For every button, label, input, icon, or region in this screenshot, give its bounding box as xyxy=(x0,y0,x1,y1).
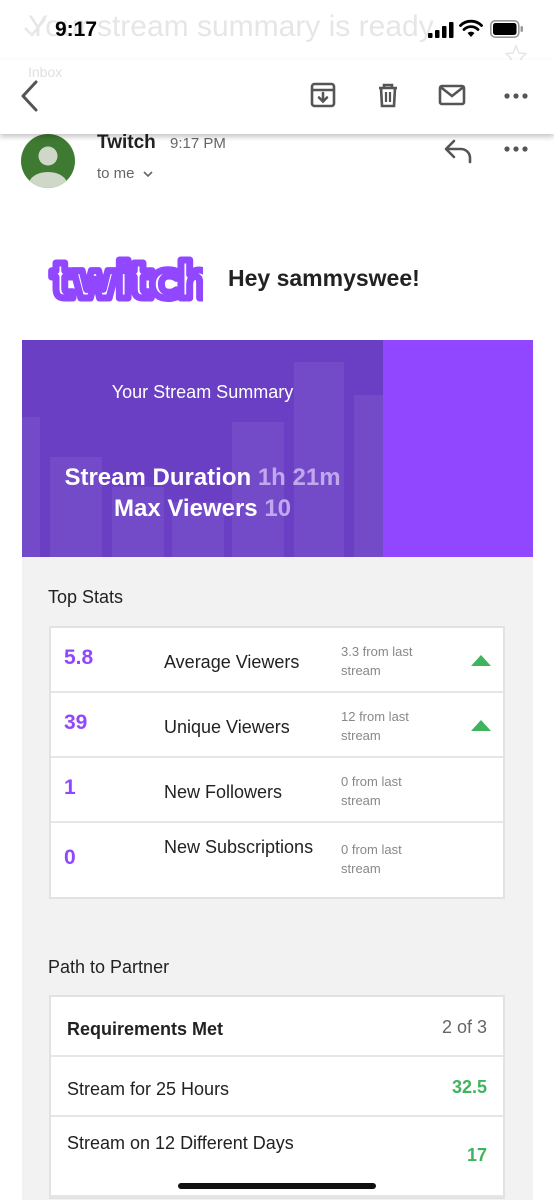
stat-value: 1 xyxy=(64,776,76,799)
stat-label: Average Viewers xyxy=(164,652,300,672)
reply-icon[interactable] xyxy=(443,138,473,164)
stat-row: 0 New Subscriptions 0 from last stream xyxy=(51,823,503,897)
hero-panel: Your Stream Summary Stream Duration 1h 2… xyxy=(22,340,383,557)
stat-label: New Followers xyxy=(164,782,283,802)
decor-bar xyxy=(232,422,284,557)
requirements-header-row: Requirements Met 2 of 3 xyxy=(51,997,503,1057)
stat-delta: 12 from last stream xyxy=(341,709,409,743)
trend-up-icon xyxy=(471,655,491,666)
twitch-logo: twitch xyxy=(48,252,204,308)
requirement-label: Stream for 25 Hours xyxy=(67,1079,230,1099)
stream-summary-banner: Your Stream Summary Stream Duration 1h 2… xyxy=(22,340,533,557)
chevron-down-icon xyxy=(143,171,153,178)
home-indicator[interactable] xyxy=(178,1183,376,1189)
partner-requirements-table: Requirements Met 2 of 3 Stream for 25 Ho… xyxy=(49,995,505,1199)
recipient-label: to me xyxy=(97,165,135,182)
requirement-value: 17 xyxy=(466,1145,487,1165)
requirements-count: 2 of 3 xyxy=(441,1017,487,1037)
stat-delta: 0 from last stream xyxy=(341,842,402,876)
stat-delta: 3.3 from last stream xyxy=(341,644,413,678)
battery-icon xyxy=(490,20,523,38)
logo-text: twitch xyxy=(51,252,203,308)
recipient-toggle[interactable]: to me xyxy=(97,165,154,182)
mail-icon[interactable] xyxy=(437,80,467,110)
decor-bar xyxy=(50,457,102,557)
top-stats-title: Top Stats xyxy=(48,587,124,607)
summary-title: Your Stream Summary xyxy=(111,382,294,402)
stat-label: New Subscriptions xyxy=(164,837,314,857)
top-stats-table: 5.8 Average Viewers 3.3 from last stream… xyxy=(49,626,505,899)
status-bar: Your stream summary is ready 9:17 xyxy=(0,0,554,68)
back-icon[interactable] xyxy=(16,78,44,114)
stream-duration: Stream Duration 1h 21m xyxy=(22,464,383,492)
archive-icon[interactable] xyxy=(308,80,338,110)
avatar[interactable] xyxy=(21,134,75,188)
path-to-partner-title: Path to Partner xyxy=(48,957,170,977)
cellular-signal-icon xyxy=(428,22,454,38)
stat-row: 5.8 Average Viewers 3.3 from last stream xyxy=(51,628,503,693)
decor-bar xyxy=(354,395,383,557)
decor-bar xyxy=(172,502,224,557)
requirement-row: Stream on 12 Different Days 17 xyxy=(51,1117,503,1197)
trend-up-icon xyxy=(471,720,491,731)
wifi-icon xyxy=(459,19,483,37)
viewers-value: 10 xyxy=(264,495,292,522)
sender-name: Twitch xyxy=(97,132,156,153)
requirements-label: Requirements Met xyxy=(67,1019,224,1039)
decor-bar xyxy=(22,417,40,557)
stat-delta: 0 from last stream xyxy=(341,774,402,808)
stat-row: 39 Unique Viewers 12 from last stream xyxy=(51,693,503,758)
decor-bar xyxy=(112,487,164,557)
decor-bar xyxy=(294,362,344,557)
stat-value: 5.8 xyxy=(64,646,94,669)
greeting: Hey sammyswee! xyxy=(228,265,420,291)
ghost-subject: Your stream summary is ready xyxy=(28,10,434,43)
duration-value: 1h 21m xyxy=(257,464,341,491)
max-viewers: Max Viewers 10 xyxy=(22,495,383,523)
more-options-icon[interactable] xyxy=(503,144,529,154)
requirement-row: Stream for 25 Hours 32.5 xyxy=(51,1057,503,1117)
avatar-person-icon xyxy=(29,146,67,188)
clock: 9:17 xyxy=(55,18,98,41)
requirement-value: 32.5 xyxy=(451,1077,487,1097)
viewers-label: Max Viewers xyxy=(113,495,258,522)
ghost-checkmark-icon xyxy=(24,18,46,37)
stat-row: 1 New Followers 0 from last stream xyxy=(51,758,503,823)
ghost-inbox-label: Inbox xyxy=(28,64,63,80)
stat-label: Unique Viewers xyxy=(164,717,290,737)
duration-label: Stream Duration xyxy=(64,464,252,491)
stat-value: 39 xyxy=(64,711,88,734)
sent-time: 9:17 PM xyxy=(170,135,226,152)
stat-value: 0 xyxy=(64,846,76,869)
trash-icon[interactable] xyxy=(373,80,403,110)
email-toolbar: Inbox xyxy=(0,60,554,134)
requirement-label: Stream on 12 Different Days xyxy=(67,1133,294,1153)
more-icon[interactable] xyxy=(501,80,531,110)
